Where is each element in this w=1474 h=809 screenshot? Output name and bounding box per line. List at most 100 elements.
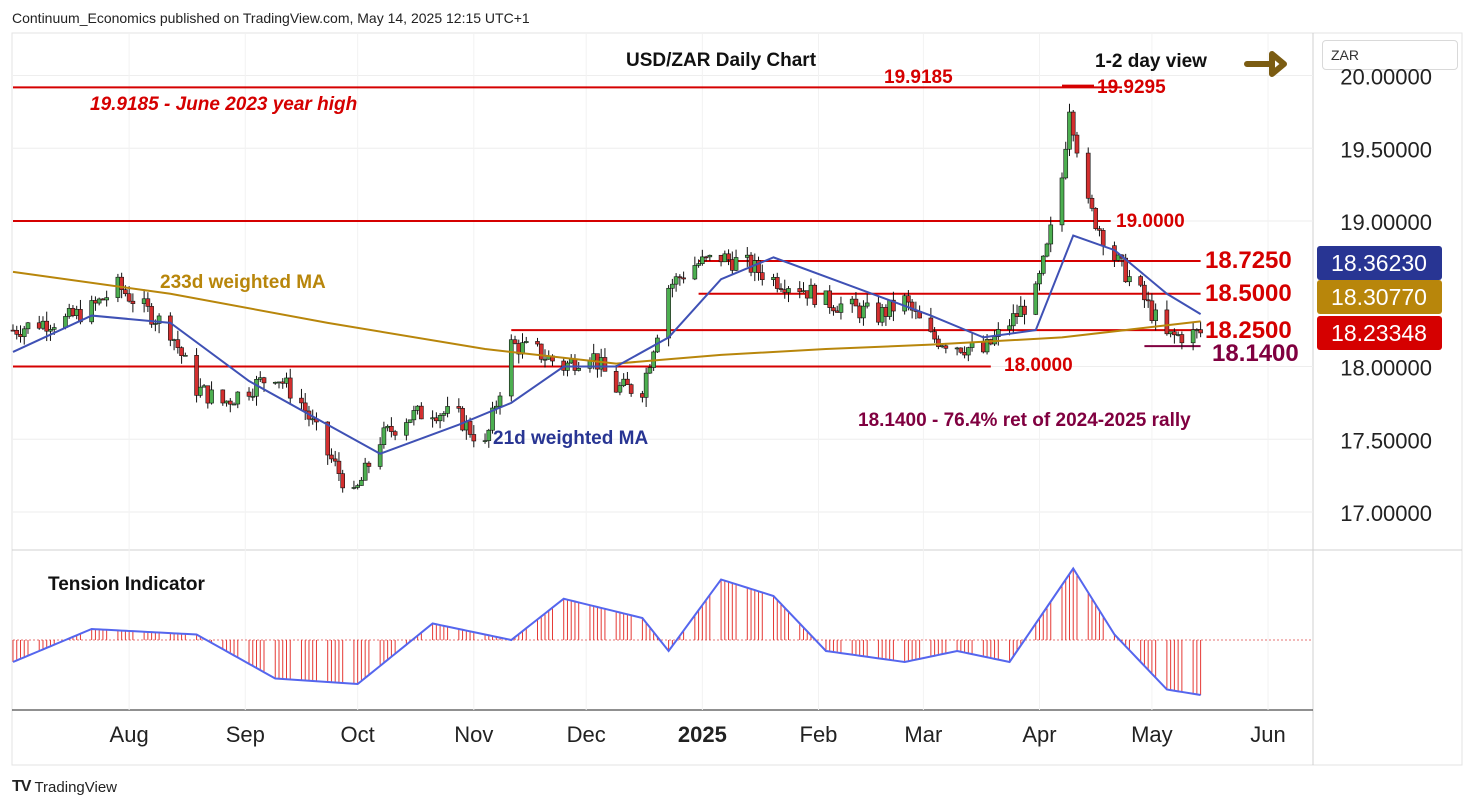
- candle-body: [730, 259, 735, 271]
- candle-body: [864, 302, 870, 307]
- candle-body: [156, 315, 162, 324]
- right-arrow-icon: [1244, 51, 1287, 77]
- candle-body: [1149, 300, 1155, 321]
- candle-body: [411, 410, 417, 421]
- candle-body: [909, 301, 915, 311]
- level-label: 18.7250: [1205, 247, 1292, 274]
- candle-body: [1085, 152, 1091, 199]
- chart-title: USD/ZAR Daily Chart: [626, 50, 817, 71]
- view-label: 1-2 day view: [1095, 51, 1207, 72]
- candle-body: [857, 305, 862, 319]
- candle-body: [628, 384, 634, 394]
- candle-body: [966, 347, 971, 356]
- candle-body: [415, 405, 420, 411]
- x-tick-label: May: [1131, 722, 1173, 747]
- candle-body: [1048, 224, 1054, 245]
- candle-body: [621, 378, 626, 386]
- peak-label: 19.9185: [884, 67, 953, 88]
- tradingview-logo[interactable]: TV: [12, 778, 31, 795]
- x-tick-label: Apr: [1022, 722, 1056, 747]
- candle-body: [943, 345, 949, 349]
- candle-body: [673, 276, 679, 285]
- candle-body: [70, 308, 76, 316]
- candle-body: [1097, 228, 1102, 231]
- candle-body: [149, 306, 154, 325]
- candle-body: [1070, 111, 1076, 136]
- candle-body: [797, 288, 803, 293]
- y-tick-label: 18.00000: [1340, 356, 1432, 381]
- candle-body: [804, 290, 810, 299]
- candle-body: [1194, 329, 1200, 331]
- candle-body: [538, 343, 544, 360]
- candle-body: [168, 315, 173, 341]
- candle-body: [932, 331, 937, 340]
- candle-body: [1198, 329, 1203, 334]
- candle-body: [625, 378, 630, 385]
- candle-body: [936, 338, 941, 347]
- currency-selector[interactable]: ZAR: [1322, 40, 1458, 70]
- candle-body: [340, 473, 345, 489]
- candle-body: [389, 425, 394, 432]
- candle-body: [456, 406, 462, 409]
- candle-body: [302, 402, 308, 412]
- candle-body: [748, 254, 754, 273]
- candle-body: [227, 400, 233, 405]
- candle-body: [332, 458, 338, 462]
- candle-body: [336, 460, 342, 474]
- candle-body: [640, 393, 645, 398]
- candle-body: [119, 276, 124, 290]
- candle-body: [392, 431, 398, 436]
- candle-body: [962, 351, 967, 356]
- candle-body: [329, 454, 334, 460]
- candle-body: [1142, 284, 1147, 301]
- candle-body: [1190, 329, 1196, 344]
- candle-body: [366, 462, 372, 467]
- candle-body: [10, 329, 16, 332]
- candle-body: [733, 257, 739, 271]
- candle-body: [774, 277, 780, 289]
- level-label: 19.0000: [1116, 211, 1185, 232]
- candle-body: [853, 298, 859, 307]
- y-tick-label: 17.50000: [1340, 428, 1432, 453]
- candle-body: [18, 334, 23, 337]
- candle-body: [14, 330, 20, 335]
- candle-body: [246, 391, 252, 397]
- candle-body: [508, 339, 514, 397]
- candle-body: [523, 341, 529, 343]
- candle-body: [460, 408, 465, 431]
- candle-body: [542, 358, 548, 361]
- candle-body: [175, 339, 181, 348]
- candle-body: [254, 379, 259, 397]
- candle-body: [1037, 273, 1042, 285]
- candle-body: [996, 329, 1001, 337]
- candle-body: [441, 413, 447, 416]
- candle-body: [1168, 331, 1173, 335]
- candle-body: [21, 328, 27, 337]
- price-tag: [1317, 246, 1442, 280]
- candle-body: [437, 415, 443, 422]
- candle-body: [696, 263, 701, 266]
- level-label: 19.9185 - June 2023 year high: [90, 94, 357, 115]
- candle-body: [718, 254, 724, 263]
- candle-body: [381, 427, 387, 445]
- price-tag: [1317, 316, 1442, 350]
- footer: TV TradingView: [12, 778, 117, 796]
- candle-body: [722, 253, 728, 263]
- candle-body: [224, 400, 229, 404]
- candle-body: [1022, 305, 1027, 315]
- candle-body: [879, 307, 885, 323]
- candle-body: [808, 284, 814, 299]
- price-tag-value: 18.23348: [1331, 320, 1427, 346]
- x-tick-label: Feb: [800, 722, 838, 747]
- candle-body: [497, 395, 503, 407]
- x-tick-label: Aug: [110, 722, 149, 747]
- candle-body: [1100, 230, 1106, 246]
- candle-body: [93, 300, 98, 304]
- candle-body: [1033, 283, 1039, 315]
- retracement-note: 18.1400 - 76.4% ret of 2024-2025 rally: [858, 410, 1191, 431]
- candle-body: [280, 381, 286, 384]
- candle-body: [1040, 255, 1046, 274]
- candle-body: [883, 307, 889, 317]
- candle-body: [744, 254, 750, 258]
